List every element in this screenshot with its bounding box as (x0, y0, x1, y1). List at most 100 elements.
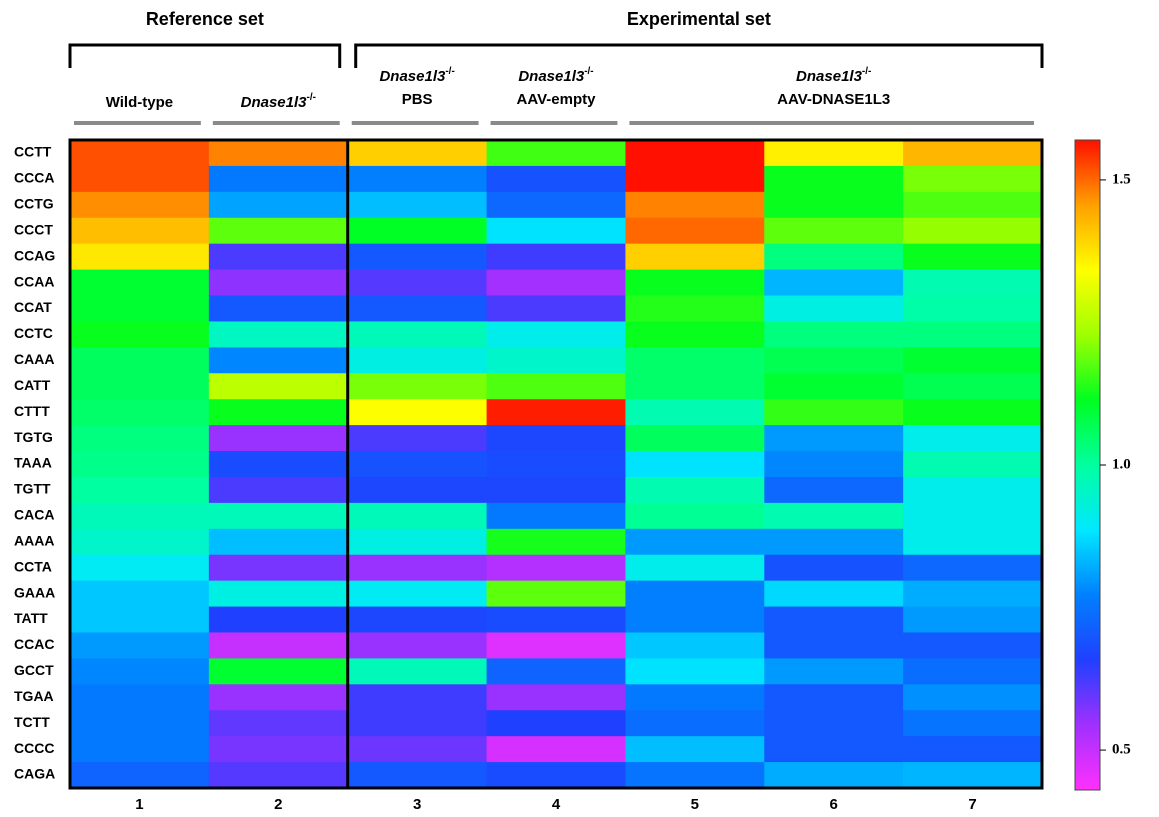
heat-cell (903, 347, 1043, 374)
heat-cell (208, 191, 349, 219)
heat-cell (208, 373, 349, 400)
heat-cell (486, 451, 626, 478)
heat-cell (70, 373, 210, 400)
row-label: CCCC (14, 740, 54, 756)
colorbar-tick-label: 1.5 (1112, 171, 1131, 187)
heat-cell (903, 762, 1043, 789)
heat-cell (486, 580, 626, 608)
heat-cell (903, 736, 1043, 763)
heat-cell (208, 606, 349, 633)
heat-cell (70, 632, 210, 659)
heat-cell (347, 165, 488, 193)
row-label: CTTT (14, 403, 50, 419)
heat-cell (764, 554, 904, 582)
row-label: CCAC (14, 636, 54, 652)
heat-cell (347, 710, 488, 737)
heat-cell (70, 269, 210, 297)
group-title: Experimental set (627, 9, 771, 29)
heat-cell (903, 191, 1043, 219)
heat-cell (625, 373, 765, 400)
heat-cell (903, 373, 1043, 400)
heat-cell (208, 347, 349, 374)
row-label: CCTC (14, 325, 53, 341)
heat-cell (70, 425, 210, 452)
heat-cell (70, 658, 210, 685)
heat-cell (903, 710, 1043, 737)
heat-cell (208, 399, 349, 426)
heat-cell (625, 191, 765, 219)
heat-cell (764, 191, 904, 219)
row-label: TGTG (14, 429, 53, 445)
heat-cell (486, 321, 626, 348)
group-bracket (68, 43, 342, 68)
column-label: 7 (968, 796, 976, 813)
heat-cell (764, 632, 904, 659)
heat-cell (625, 243, 765, 271)
heat-cell (625, 399, 765, 426)
row-label: TGTT (14, 481, 51, 497)
heat-cell (486, 658, 626, 685)
heat-cell (764, 451, 904, 478)
heat-cell (764, 476, 904, 504)
heat-cell (903, 451, 1043, 478)
row-label: CCAT (14, 299, 52, 315)
column-label: 4 (552, 796, 561, 813)
heat-cell (70, 140, 210, 167)
heat-cell (625, 736, 765, 763)
heat-cell (208, 217, 349, 245)
subgroup-gene: Dnase1l3-/- (518, 66, 593, 85)
heat-cell (347, 502, 488, 530)
heat-cell (903, 502, 1043, 530)
heat-cell (208, 554, 349, 582)
heat-cell (208, 502, 349, 530)
heat-cell (486, 736, 626, 763)
row-label: CCAA (14, 273, 54, 289)
heat-cell (70, 191, 210, 219)
heat-cell (70, 321, 210, 348)
row-label: CAAA (14, 351, 54, 367)
heat-cell (347, 217, 488, 245)
heat-cell (347, 373, 488, 400)
heat-cell (903, 476, 1043, 504)
heat-cell (625, 528, 765, 556)
heat-cell (486, 217, 626, 245)
heat-cell (625, 554, 765, 582)
heat-cell (70, 736, 210, 763)
subgroup-gene: Dnase1l3-/- (241, 92, 316, 111)
heat-cell (625, 321, 765, 348)
subgroup-treatment: AAV-empty (517, 91, 597, 108)
heat-cell (70, 606, 210, 633)
row-label: CCTT (14, 144, 52, 160)
heat-cell (347, 425, 488, 452)
heat-cell (208, 710, 349, 737)
heat-cell (70, 528, 210, 556)
heat-cell (208, 528, 349, 556)
row-label: GAAA (14, 584, 55, 600)
heat-cell (208, 425, 349, 452)
gene-name: Dnase1l3 (796, 68, 863, 85)
heat-cell (347, 140, 488, 167)
heat-cell (625, 217, 765, 245)
heat-cell (486, 347, 626, 374)
row-label: TATT (14, 610, 48, 626)
gene-name: Dnase1l3 (518, 68, 585, 85)
group-title: Reference set (146, 9, 264, 29)
heat-cell (764, 684, 904, 711)
heat-cell (70, 165, 210, 193)
heat-cell (625, 502, 765, 530)
subgroup-treatment: AAV-DNASE1L3 (777, 91, 890, 108)
heat-cell (903, 295, 1043, 322)
heat-cell (625, 762, 765, 789)
genotype-sup: -/- (584, 66, 593, 77)
row-label: CCAG (14, 247, 55, 263)
colorbar-tick-label: 0.5 (1112, 742, 1131, 758)
heat-cell (208, 451, 349, 478)
heat-cell (903, 321, 1043, 348)
heat-cell (903, 554, 1043, 582)
heat-cell (486, 762, 626, 789)
heat-cell (70, 295, 210, 322)
heat-cell (764, 269, 904, 297)
row-label: CCTA (14, 558, 52, 574)
heat-cell (486, 295, 626, 322)
